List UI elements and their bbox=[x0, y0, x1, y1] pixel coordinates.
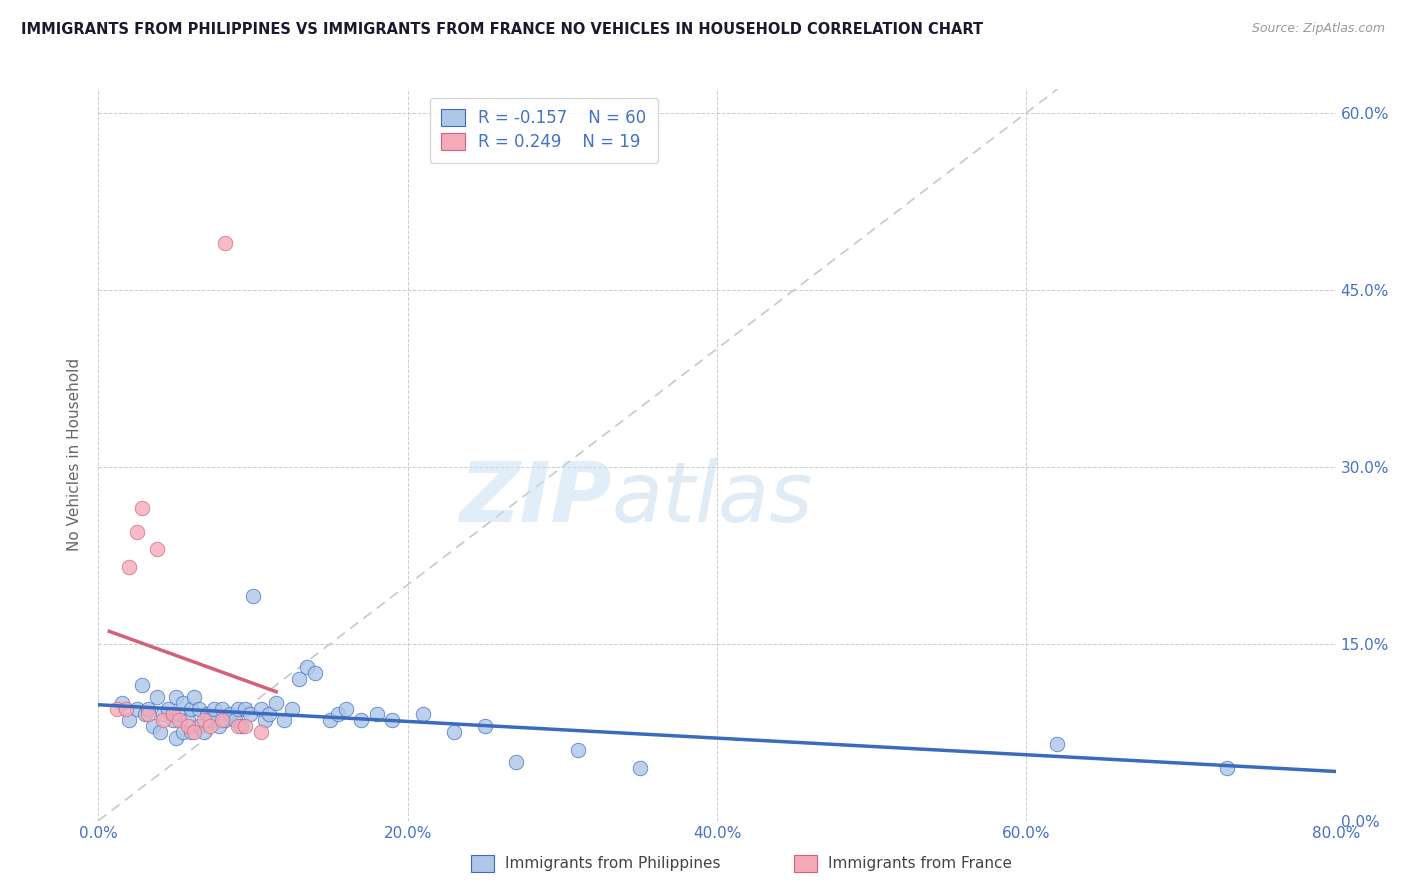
Point bbox=[319, 714, 342, 728]
Point bbox=[366, 707, 388, 722]
Point bbox=[193, 714, 215, 728]
Point bbox=[127, 701, 149, 715]
Point bbox=[111, 696, 134, 710]
Point bbox=[628, 760, 651, 774]
Point bbox=[118, 560, 141, 574]
Text: IMMIGRANTS FROM PHILIPPINES VS IMMIGRANTS FROM FRANCE NO VEHICLES IN HOUSEHOLD C: IMMIGRANTS FROM PHILIPPINES VS IMMIGRANT… bbox=[21, 22, 983, 37]
Point bbox=[134, 707, 156, 722]
Point bbox=[211, 701, 233, 715]
Text: Immigrants from France: Immigrants from France bbox=[828, 856, 1012, 871]
Point bbox=[193, 725, 215, 739]
Point bbox=[381, 714, 404, 728]
Point bbox=[136, 701, 159, 715]
Point bbox=[152, 707, 174, 722]
Point bbox=[127, 524, 149, 539]
Point bbox=[266, 696, 288, 710]
Point bbox=[198, 714, 221, 728]
Point bbox=[273, 714, 295, 728]
Point bbox=[235, 719, 257, 733]
Point bbox=[188, 719, 211, 733]
Point bbox=[162, 707, 184, 722]
Point bbox=[146, 542, 169, 557]
Point bbox=[281, 701, 304, 715]
Point bbox=[250, 725, 273, 739]
Text: ZIP: ZIP bbox=[460, 458, 612, 540]
Point bbox=[146, 690, 169, 704]
Point bbox=[474, 719, 496, 733]
Point bbox=[224, 714, 246, 728]
Point bbox=[118, 714, 141, 728]
Point bbox=[131, 678, 153, 692]
Point bbox=[195, 707, 218, 722]
Point bbox=[219, 707, 242, 722]
Point bbox=[165, 690, 187, 704]
Point bbox=[149, 725, 172, 739]
Point bbox=[226, 701, 249, 715]
Point bbox=[152, 714, 174, 728]
Point bbox=[1046, 737, 1069, 751]
Text: atlas: atlas bbox=[612, 458, 814, 540]
Point bbox=[183, 690, 205, 704]
Point bbox=[257, 707, 280, 722]
Point bbox=[505, 755, 527, 769]
Point bbox=[167, 714, 190, 728]
Point bbox=[214, 235, 236, 250]
Point bbox=[105, 701, 128, 715]
Point bbox=[177, 714, 200, 728]
Point bbox=[173, 725, 195, 739]
Point bbox=[180, 725, 202, 739]
Point bbox=[167, 707, 190, 722]
Point bbox=[288, 672, 311, 686]
Point bbox=[297, 660, 319, 674]
Point bbox=[304, 666, 326, 681]
Point bbox=[142, 719, 165, 733]
Point bbox=[198, 719, 221, 733]
Point bbox=[131, 501, 153, 516]
Point bbox=[183, 725, 205, 739]
Point bbox=[204, 701, 226, 715]
Point bbox=[211, 714, 233, 728]
Point bbox=[242, 590, 264, 604]
Point bbox=[335, 701, 357, 715]
Point bbox=[567, 743, 589, 757]
Point bbox=[162, 714, 184, 728]
Point bbox=[229, 719, 252, 733]
Point bbox=[188, 701, 211, 715]
Point bbox=[177, 719, 200, 733]
Point bbox=[173, 696, 195, 710]
Y-axis label: No Vehicles in Household: No Vehicles in Household bbox=[67, 359, 83, 551]
Point bbox=[250, 701, 273, 715]
Point bbox=[326, 707, 350, 722]
Point bbox=[115, 701, 138, 715]
Point bbox=[1216, 760, 1239, 774]
Point bbox=[350, 714, 373, 728]
Point bbox=[208, 719, 231, 733]
Point bbox=[136, 707, 159, 722]
Text: Source: ZipAtlas.com: Source: ZipAtlas.com bbox=[1251, 22, 1385, 36]
Point bbox=[443, 725, 465, 739]
Point bbox=[412, 707, 434, 722]
Point bbox=[226, 719, 249, 733]
Legend: R = -0.157    N = 60, R = 0.249    N = 19: R = -0.157 N = 60, R = 0.249 N = 19 bbox=[430, 97, 658, 163]
Point bbox=[254, 714, 277, 728]
Point bbox=[157, 701, 180, 715]
Point bbox=[239, 707, 262, 722]
Point bbox=[180, 701, 202, 715]
Point bbox=[214, 714, 236, 728]
Point bbox=[235, 701, 257, 715]
Text: Immigrants from Philippines: Immigrants from Philippines bbox=[505, 856, 720, 871]
Point bbox=[165, 731, 187, 745]
